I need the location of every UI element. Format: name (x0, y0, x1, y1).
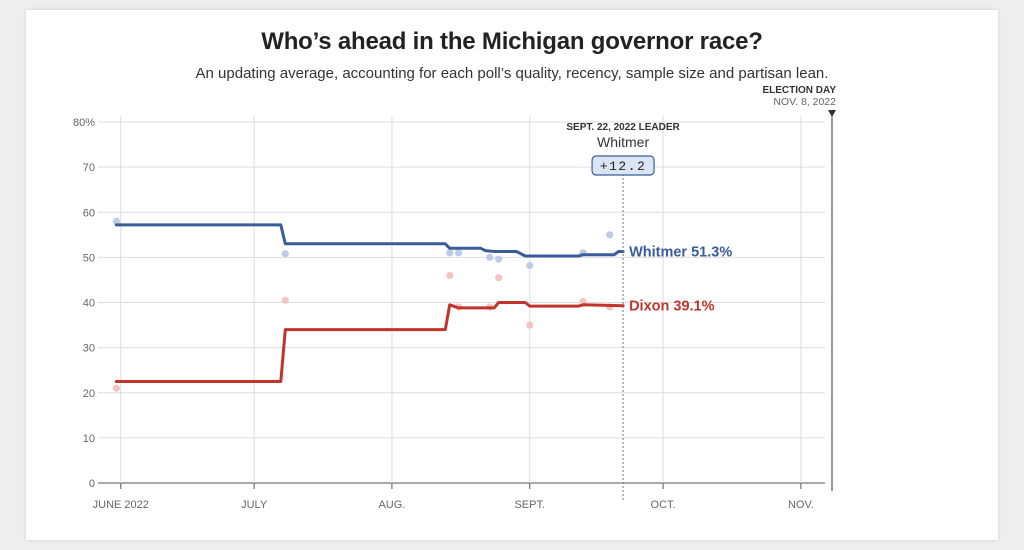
dixon-average-line (114, 301, 625, 383)
x-tick-label: JULY (241, 499, 268, 511)
whitmer-poll-point (446, 249, 454, 257)
dixon-poll-point (281, 296, 289, 304)
dixon-poll-point (526, 321, 534, 329)
x-tick-label: JUNE 2022 (93, 499, 149, 511)
y-tick-label: 50 (83, 252, 95, 264)
y-tick-label: 30 (83, 343, 95, 355)
whitmer-poll-point (606, 231, 614, 239)
dixon-poll-point (495, 274, 503, 282)
leader-name: Whitmer (597, 134, 649, 150)
y-tick-label: 80% (73, 117, 95, 129)
chart-title: Who’s ahead in the Michigan governor rac… (261, 28, 763, 55)
chart-card (26, 10, 998, 540)
whitmer-average-line (114, 223, 625, 258)
election-day-arrow (828, 110, 836, 117)
x-tick-label: SEPT. (514, 499, 545, 511)
whitmer-poll-point (112, 217, 120, 225)
y-tick-label: 0 (89, 478, 95, 490)
dixon-poll-point (446, 271, 454, 280)
whitmer-poll-point (486, 253, 494, 261)
y-tick-label: 40 (83, 298, 95, 310)
leader-margin-value: +12.2 (600, 159, 647, 174)
y-tick-label: 70 (83, 162, 95, 174)
y-tick-label: 60 (83, 207, 95, 219)
y-tick-label: 20 (83, 388, 95, 400)
y-tick-label: 10 (83, 433, 95, 445)
whitmer-end-label: Whitmer 51.3% (629, 245, 732, 261)
leader-margin-badge (591, 155, 655, 176)
election-date-label: NOV. 8, 2022 (773, 96, 836, 108)
whitmer-poll-point (495, 255, 503, 263)
whitmer-poll-point (526, 261, 534, 270)
dixon-poll-point (112, 384, 120, 392)
election-day-label: ELECTION DAY (762, 85, 836, 96)
whitmer-poll-point (281, 250, 289, 258)
leader-heading: SEPT. 22, 2022 LEADER (566, 122, 680, 133)
dixon-end-label: Dixon 39.1% (629, 299, 715, 315)
x-tick-label: AUG. (378, 499, 405, 511)
chart-subtitle: An updating average, accounting for each… (195, 65, 829, 82)
x-tick-label: NOV. (788, 499, 814, 511)
x-tick-label: OCT. (651, 499, 676, 511)
whitmer-poll-point (455, 249, 463, 257)
